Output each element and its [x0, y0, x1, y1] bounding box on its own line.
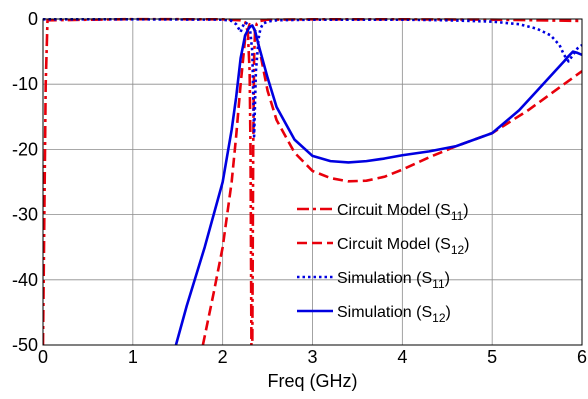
x-tick-label: 5 — [487, 347, 497, 367]
y-tick-label: -40 — [12, 270, 38, 290]
x-tick-label: 3 — [307, 347, 317, 367]
x-tick-label: 2 — [218, 347, 228, 367]
x-tick-label: 6 — [577, 347, 587, 367]
x-axis-label: Freq (GHz) — [268, 371, 358, 391]
plot-border — [42, 18, 583, 346]
series-line-4 — [174, 24, 582, 345]
legend-label-1: Circuit Model (S11) — [337, 202, 469, 223]
x-tick-label: 1 — [128, 347, 138, 367]
y-tick-label: -50 — [12, 335, 38, 355]
x-tick-label: 0 — [38, 347, 48, 367]
series-line-2 — [201, 22, 582, 345]
legend-label-4: Simulation (S12) — [337, 304, 451, 325]
x-tick-label: 4 — [397, 347, 407, 367]
legend-label-2: Circuit Model (S12) — [337, 236, 470, 257]
series-line-3 — [43, 18, 582, 138]
y-tick-label: -20 — [12, 139, 38, 159]
y-tick-label: -30 — [12, 205, 38, 225]
tick-labels: 0 1 2 3 4 5 6 0 -10 -20 -30 -40 -50 — [12, 9, 587, 367]
legend-label-3: Simulation (S11) — [337, 270, 450, 291]
legend: Circuit Model (S11) Circuit Model (S12) Si… — [297, 202, 470, 325]
y-tick-label: -10 — [12, 74, 38, 94]
y-tick-label: 0 — [28, 9, 38, 29]
